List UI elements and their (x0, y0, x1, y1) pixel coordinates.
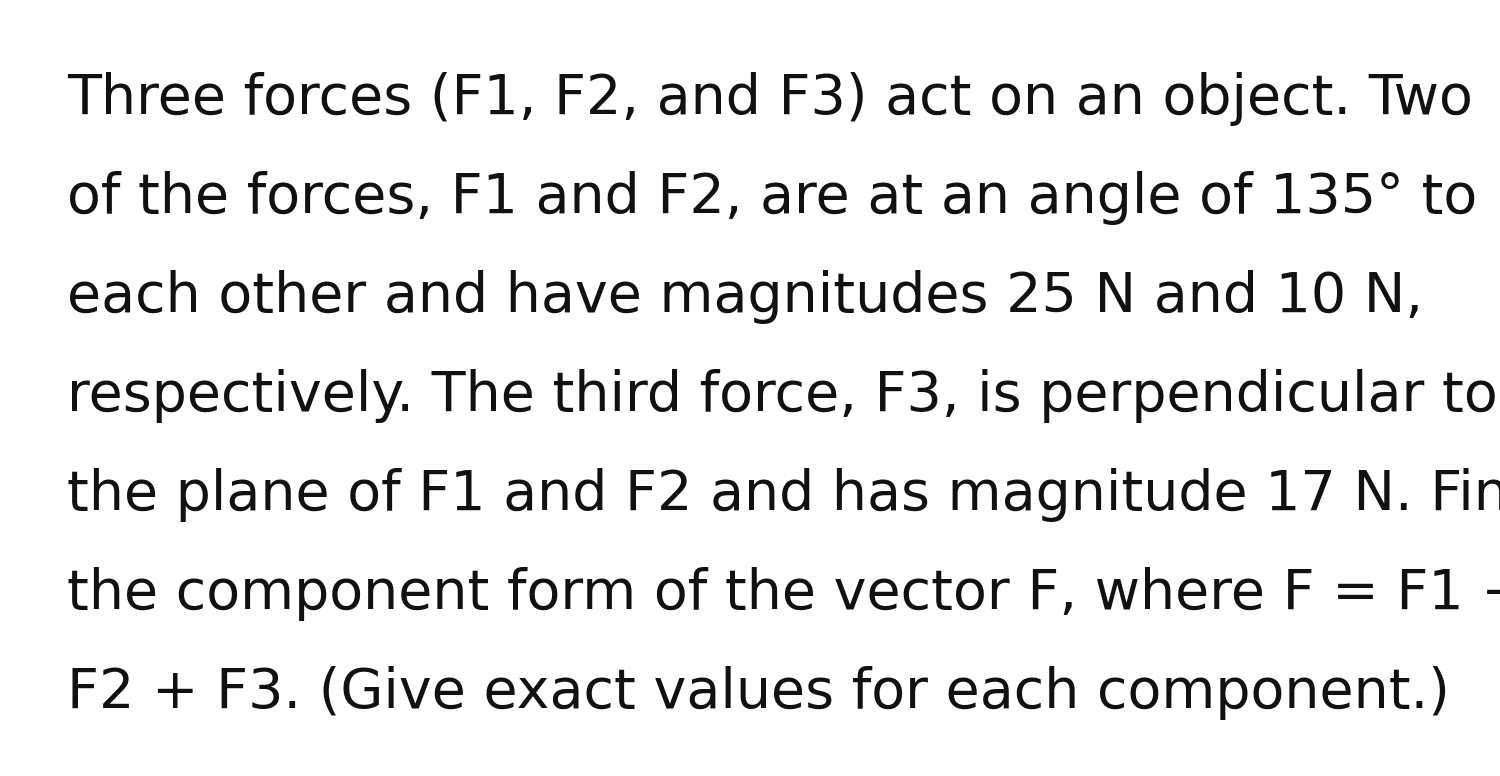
Text: the plane of F1 and F2 and has magnitude 17 N. Find: the plane of F1 and F2 and has magnitude… (68, 468, 1500, 522)
Text: Three forces (F1, F2, and F3) act on an object. Two: Three forces (F1, F2, and F3) act on an … (68, 72, 1473, 126)
Text: each other and have magnitudes 25 N and 10 N,: each other and have magnitudes 25 N and … (68, 270, 1423, 324)
Text: the component form of the vector F, where F = F1 +: the component form of the vector F, wher… (68, 567, 1500, 621)
Text: respectively. The third force, F3, is perpendicular to: respectively. The third force, F3, is pe… (68, 369, 1497, 423)
Text: F2 + F3. (Give exact values for each component.): F2 + F3. (Give exact values for each com… (68, 666, 1450, 720)
Text: of the forces, F1 and F2, are at an angle of 135° to: of the forces, F1 and F2, are at an angl… (68, 171, 1478, 225)
